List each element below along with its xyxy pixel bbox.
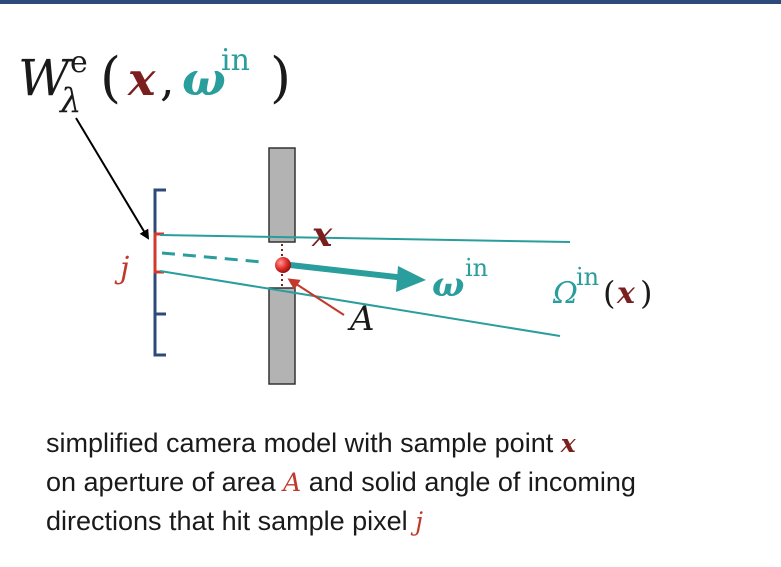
formula-pointer-arrow xyxy=(75,117,150,240)
caption: simplified camera model with sample poin… xyxy=(46,424,766,541)
caption-var-x: x xyxy=(560,429,576,458)
area-pointer-arrow xyxy=(287,278,345,316)
caption-line-1: simplified camera model with sample poin… xyxy=(46,424,766,463)
caption-var-j: j xyxy=(415,507,423,536)
sample-point xyxy=(275,257,291,273)
caption-line3-text: directions that hit sample pixel xyxy=(46,506,416,536)
solid-angle-omega: Ω xyxy=(552,276,578,311)
top-rule xyxy=(0,0,781,4)
caption-line2-text-a: on aperture of area xyxy=(46,467,284,497)
omega-direction-arrow xyxy=(289,262,406,281)
formula-sub-lambda: λ xyxy=(58,81,82,121)
formula-open-paren: ( xyxy=(100,46,121,109)
formula-x: x xyxy=(127,52,156,106)
caption-line2-text-b: and solid angle of incoming xyxy=(301,467,636,497)
aperture-wall-top xyxy=(268,147,296,243)
formula-comma: , xyxy=(160,52,175,106)
aperture-wall-bottom xyxy=(268,287,296,385)
solid-angle-open-paren: ( xyxy=(603,274,615,312)
formula-sup-in: in xyxy=(221,43,250,78)
pixel-j-bracket xyxy=(153,232,164,274)
formula: W e λ ( x , ω in ) xyxy=(18,43,291,121)
omega-arrowhead xyxy=(396,266,426,292)
solid-angle-x: x xyxy=(616,276,636,311)
solid-angle-close-paren: ) xyxy=(640,274,652,312)
omega-sup-in: in xyxy=(465,254,488,282)
caption-line-3: directions that hit sample pixel j xyxy=(46,502,766,541)
formula-sup-e: e xyxy=(70,45,88,80)
caption-line-2: on aperture of area A and solid angle of… xyxy=(46,463,766,502)
caption-var-a: A xyxy=(283,468,302,497)
formula-omega: ω xyxy=(182,52,226,106)
ray-cone xyxy=(159,234,571,337)
solid-angle-sup-in: in xyxy=(576,263,599,291)
formula-w: W xyxy=(18,49,73,107)
formula-close-paren: ) xyxy=(270,46,291,109)
omega-label: ω xyxy=(432,265,464,305)
pixel-j-label: j xyxy=(114,251,129,286)
x-label: x xyxy=(311,215,333,255)
caption-line1-text: simplified camera model with sample poin… xyxy=(46,428,561,458)
area-label: A xyxy=(347,299,375,339)
